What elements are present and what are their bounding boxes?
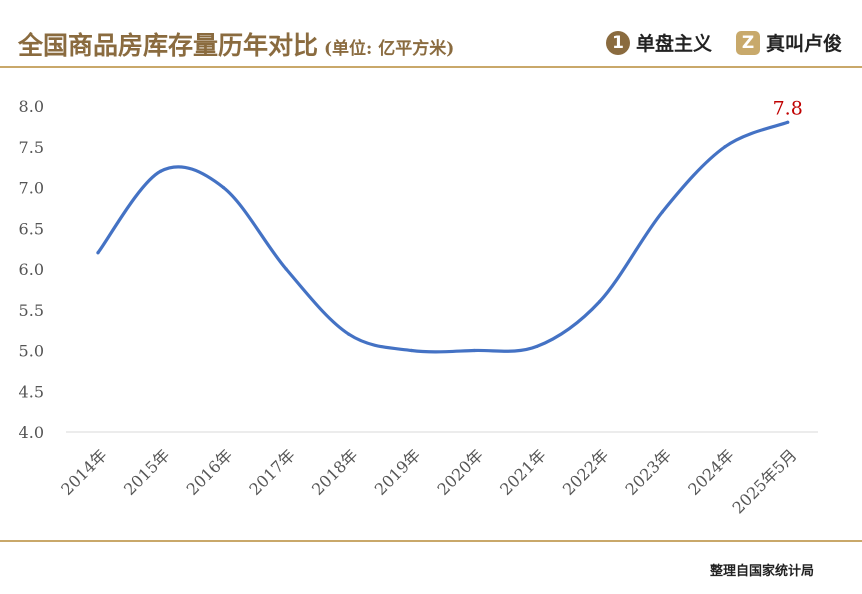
x-tick-label: 2016年 [183,445,237,499]
data-point [284,267,288,271]
letter-z-badge-icon: Z [736,30,760,55]
data-point [409,348,414,353]
y-tick-label: 5.0 [19,342,44,361]
source-note: 整理自国家统计局 [709,564,814,579]
y-tick-label: 6.0 [19,260,44,279]
x-tick-label: 2022年 [559,445,613,499]
y-tick-label: 8.0 [19,97,44,116]
header-divider [0,66,862,68]
x-tick-label: 2025年5月 [728,445,800,517]
unit-label: (单位: 亿平方米) [324,39,455,59]
footer-divider [0,540,862,542]
x-tick-label: 2014年 [57,445,111,499]
y-tick-label: 4.0 [19,423,44,442]
y-tick-label: 7.5 [19,138,44,157]
y-tick-label: 7.0 [19,179,44,198]
brand2-text: 真叫卢俊 [766,33,843,55]
x-tick-label: 2019年 [371,445,425,499]
x-tick-label: 2018年 [308,445,362,499]
data-label-last: 7.8 [773,97,803,119]
brand-logo-danpanzhuyi: 1 单盘主义 [606,29,712,56]
brand1-text: 单盘主义 [636,33,713,55]
x-tick-label: 2017年 [245,445,299,499]
brand-logo-zhenjiaolujun: Z 真叫卢俊 [736,29,842,56]
data-point [660,210,664,214]
data-point [598,300,602,304]
title-text: 全国商品房库存量历年对比 [18,31,319,60]
x-tick-label: 2021年 [496,445,550,499]
y-tick-label: 6.5 [19,219,44,238]
x-tick-label: 2023年 [622,445,676,499]
y-tick-label: 5.5 [19,301,44,320]
x-tick-label: 2020年 [433,445,487,499]
data-point [96,251,100,255]
data-point [347,332,351,336]
data-point [786,120,790,124]
series-line [96,120,790,354]
x-tick-label: 2024年 [684,445,738,499]
data-point [535,344,539,349]
chart-title: 全国商品房库存量历年对比 (单位: 亿平方米) [18,26,454,62]
y-tick-label: 4.5 [19,382,44,401]
data-point [221,185,225,190]
x-tick-label: 2015年 [120,445,174,499]
data-point [159,169,163,173]
data-point [723,145,727,149]
number-one-badge-icon: 1 [606,30,630,55]
data-point [472,348,476,353]
chart-header: 全国商品房库存量历年对比 (单位: 亿平方米) 1 单盘主义 Z 真叫卢俊 [0,0,862,66]
